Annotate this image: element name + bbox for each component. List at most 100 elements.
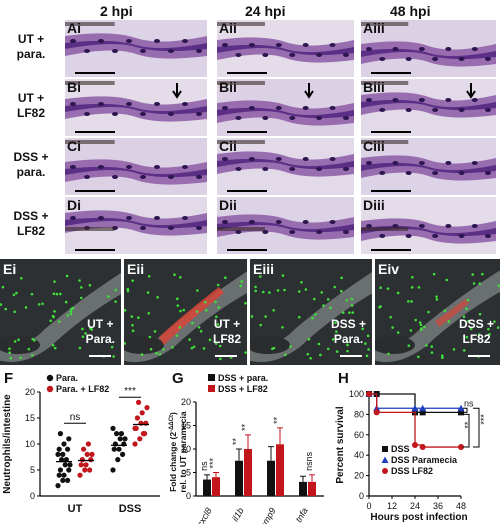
- y-label-main: Fold change (2: [168, 432, 178, 492]
- column-header-48hpi: 48 hpi: [390, 3, 431, 19]
- histology-row-label: UT + para.: [0, 32, 62, 62]
- x-category-label: il1b: [230, 506, 246, 523]
- y-tick-label: 10: [25, 439, 35, 449]
- legend-marker-para: [208, 374, 215, 381]
- fluorescence-caption: DSS + LF82: [459, 317, 494, 347]
- data-point: [56, 446, 62, 452]
- data-point: [110, 425, 116, 431]
- scale-bar: [227, 190, 267, 192]
- histology-row-label: DSS + LF82: [0, 209, 62, 239]
- legend-label: DSS LF82: [391, 466, 433, 476]
- histology-image-Diii: Diii: [361, 197, 496, 254]
- panel-letter-H: H: [338, 370, 349, 387]
- histology-image-Biii: Biii: [361, 79, 496, 136]
- panel-letter-G: G: [172, 370, 184, 387]
- fluorescence-caption: DSS + Para.: [331, 317, 366, 347]
- panel-label: Bi: [67, 79, 81, 95]
- tissue-section: [361, 218, 496, 244]
- histology-row-label: DSS + para.: [0, 150, 62, 180]
- y-tick-label: 40: [354, 450, 364, 460]
- data-point: [136, 399, 142, 405]
- histology-image-Ai: Ai: [65, 20, 207, 77]
- significance-bracket: [463, 413, 470, 448]
- tissue-section: [217, 81, 354, 126]
- legend-marker-lf82: [46, 385, 54, 393]
- scale-bar: [227, 249, 267, 251]
- data-point: [85, 441, 91, 447]
- scale-bar: [340, 355, 362, 357]
- significance-label: **: [240, 423, 250, 431]
- data-point: [132, 441, 138, 447]
- bar: [235, 460, 243, 496]
- data-point: [115, 457, 121, 463]
- y-tick-label: 5: [30, 465, 35, 475]
- x-axis-label: Hours post infection: [370, 512, 467, 523]
- panel-label: Di: [67, 197, 81, 213]
- significance-label: ns: [464, 398, 474, 408]
- caption-line1: DSS +: [330, 317, 366, 331]
- data-point: [67, 462, 73, 468]
- data-point: [55, 451, 61, 457]
- caption-line1: DSS +: [458, 317, 494, 331]
- panel-label: Ciii: [363, 138, 385, 154]
- larva-image: [0, 272, 121, 362]
- panel-label: Aiii: [363, 20, 385, 36]
- y-label-end: ): [168, 412, 178, 415]
- bar: [276, 444, 284, 496]
- scale-bar: [227, 72, 267, 74]
- y-axis-label: Neutrophils/intestine: [2, 394, 13, 494]
- x-category-label: DSS: [119, 503, 142, 515]
- survival-curve-chart: 0 20 40 60 80 100 0 12 24 36 48 Percent survival Hou…: [335, 389, 489, 523]
- data-point: [144, 405, 150, 411]
- legend-label-para: DSS + para.: [218, 373, 268, 383]
- row-label-line1: UT +: [17, 91, 45, 105]
- histology-image-Dii: Dii: [217, 197, 354, 254]
- fluorescence-caption: UT + Para.: [86, 317, 115, 347]
- data-point: [110, 467, 116, 473]
- legend-marker: [382, 468, 388, 474]
- significance-label: ns: [199, 461, 209, 471]
- legend-label-para: Para.: [56, 373, 78, 383]
- y-tick-label: 100: [349, 389, 364, 399]
- tissue-section: [65, 22, 207, 59]
- data-point: [118, 431, 124, 437]
- caption-line2: LF82: [212, 332, 241, 346]
- scale-bar: [371, 72, 411, 74]
- y-axis-label-line2: rel. to UT paramecia: [178, 411, 188, 493]
- row-label-line2: para.: [16, 47, 46, 61]
- fluorescence-image-Eiv: Eiv DSS + LF82: [375, 259, 500, 365]
- data-point: [61, 441, 67, 447]
- histology-row-label: UT + LF82: [0, 91, 62, 121]
- data-point: [87, 467, 93, 473]
- data-point: [137, 436, 143, 442]
- legend-label-lf82: Para. + LF82: [56, 384, 109, 394]
- scale-bar: [75, 72, 115, 74]
- caption-line1: UT +: [87, 317, 114, 331]
- y-tick-label: 0: [359, 491, 364, 501]
- data-point: [66, 467, 72, 473]
- row-label-line1: DSS +: [13, 209, 49, 223]
- fluorescence-image-Ei: Ei UT + Para.: [0, 259, 121, 365]
- legend-label: DSS Paramecia: [391, 455, 458, 465]
- data-point: [65, 477, 71, 483]
- y-tick-label: 0: [186, 491, 191, 501]
- panel-label: Ci: [67, 138, 81, 154]
- histology-image-Aii: Aii: [217, 20, 354, 77]
- caption-line2: Para.: [333, 332, 364, 346]
- data-point: [81, 446, 87, 452]
- y-tick-label: 80: [354, 409, 364, 419]
- larva-image: [124, 271, 247, 362]
- panel-label: Eii: [127, 261, 145, 277]
- y-axis-label-line1: Fold change (2-ΔΔCt): [168, 412, 178, 492]
- panel-label: Diii: [363, 197, 385, 213]
- y-tick-label: 20: [354, 471, 364, 481]
- y-tick-label: 20: [181, 397, 191, 407]
- histology-image-Cii: Cii: [217, 138, 354, 195]
- bar: [212, 477, 220, 496]
- data-point: [56, 472, 62, 478]
- data-point: [132, 425, 138, 431]
- x-category-label: tnfa: [294, 506, 310, 524]
- legend-label: DSS: [391, 444, 410, 454]
- legend-marker: [381, 456, 389, 463]
